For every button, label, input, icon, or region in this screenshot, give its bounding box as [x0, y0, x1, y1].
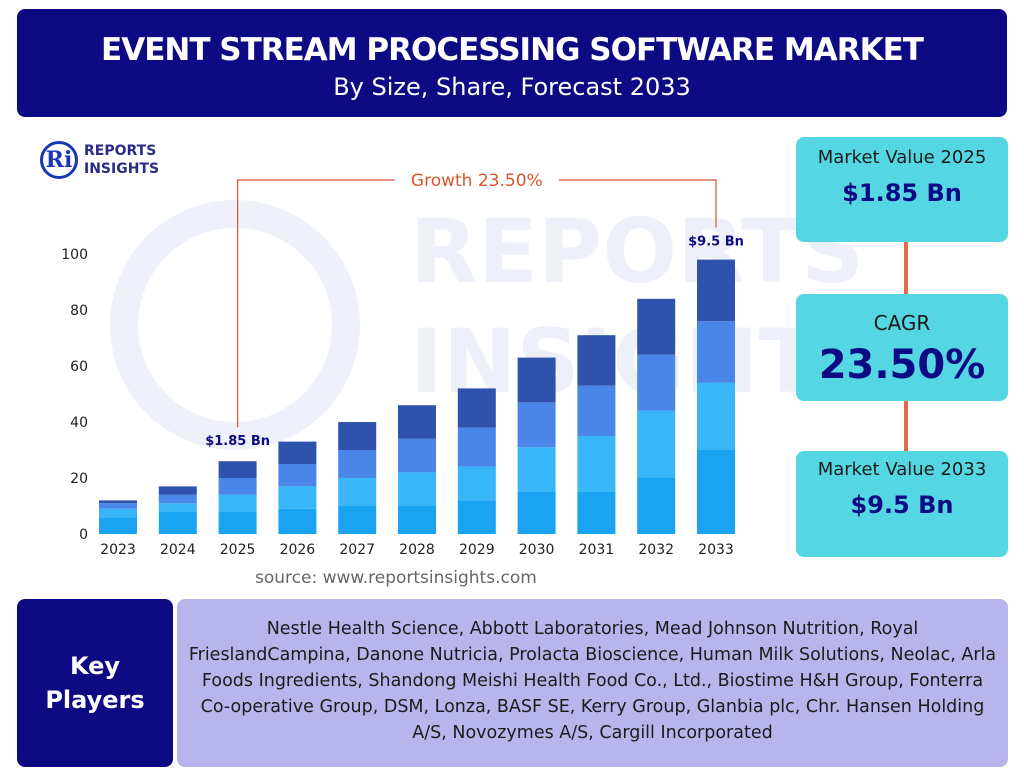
bar-segment [218, 461, 257, 478]
bar-segment [697, 321, 735, 383]
y-tick-label: 40 [70, 415, 88, 431]
bar-segment [278, 441, 317, 464]
bar-segment [338, 422, 377, 450]
bar-segment [158, 486, 197, 495]
bar-segment [457, 500, 496, 534]
bar-segment [517, 357, 556, 403]
bar-segment [697, 259, 735, 322]
x-tick-label: 2023 [100, 542, 136, 558]
x-tick-label: 2024 [160, 542, 196, 558]
bar-segment [338, 478, 377, 506]
title-banner: EVENT STREAM PROCESSING SOFTWARE MARKET … [17, 9, 1007, 117]
card-value: $9.5 Bn [850, 491, 954, 519]
y-tick-label: 60 [70, 359, 88, 375]
start-value-label: $1.85 Bn [205, 434, 270, 449]
key-players-heading-text: Key Players [45, 652, 145, 714]
bar-segment [158, 511, 197, 534]
bar-segment [398, 472, 436, 506]
bar-segment [457, 388, 496, 428]
card-value: $1.85 Bn [842, 179, 962, 207]
page-title: EVENT STREAM PROCESSING SOFTWARE MARKET [101, 32, 924, 68]
logo-word-2: INSIGHTS [84, 161, 160, 177]
x-tick-label: 2028 [399, 542, 435, 558]
bar-segment [338, 450, 377, 478]
bar-segment [398, 438, 436, 473]
logo-word-1: REPORTS [84, 143, 157, 159]
bar-segment [278, 508, 317, 534]
bar-segment [457, 427, 496, 467]
market-value-2033-card: Market Value 2033 $9.5 Bn [796, 451, 1008, 557]
bar-segment [637, 354, 676, 411]
bar-segment [637, 298, 676, 355]
bar-segment [218, 511, 257, 534]
y-tick-label: 100 [61, 247, 88, 263]
bar-segment [158, 494, 197, 504]
bar-segment [697, 450, 735, 534]
logo-mark-icon: Ri [40, 141, 78, 179]
cagr-card: CAGR 23.50% [796, 294, 1008, 401]
key-players-list: Nestle Health Science, Abbott Laboratori… [177, 599, 1008, 767]
bar-segment [158, 503, 197, 512]
bar-segment [278, 464, 317, 487]
x-tick-label: 2031 [579, 542, 615, 558]
bar-segment [99, 500, 137, 504]
bar-segment [218, 494, 257, 512]
bar-segment [577, 385, 616, 436]
bar-segment [517, 447, 556, 492]
key-players-heading: Key Players [17, 599, 173, 767]
bar-segment [517, 492, 556, 534]
x-tick-label: 2026 [280, 542, 316, 558]
bar-segment [218, 478, 257, 495]
y-tick-label: 20 [70, 471, 88, 487]
bar-segment [577, 436, 616, 492]
x-tick-label: 2032 [638, 542, 674, 558]
bar-segment [278, 486, 317, 509]
market-bar-chart: 0 20 40 60 80 100 2023 2024 2025 2026 2027 2028 2029… [61, 171, 744, 558]
bar-segment [338, 506, 377, 534]
x-tick-label: 2030 [519, 542, 555, 558]
bar-segment [398, 506, 436, 534]
bar-segment [398, 405, 436, 439]
bar-segment [637, 410, 676, 478]
y-tick-label: 80 [70, 303, 88, 319]
card-label: Market Value 2033 [817, 459, 987, 480]
x-tick-label: 2025 [220, 542, 256, 558]
market-value-2025-card: Market Value 2025 $1.85 Bn [796, 137, 1008, 242]
bar-segment [697, 382, 735, 450]
bar-segment [577, 335, 616, 386]
bar-segment [637, 478, 676, 534]
page-subtitle: By Size, Share, Forecast 2033 [333, 73, 691, 101]
growth-bracket-right [558, 179, 717, 228]
bar-segment [577, 492, 616, 534]
card-label: CAGR [873, 311, 931, 335]
bar-segment [99, 517, 137, 534]
growth-label: Growth 23.50% [411, 171, 543, 191]
connector-line [904, 401, 908, 451]
connector-line [904, 242, 908, 294]
end-value-label: $9.5 Bn [688, 235, 744, 250]
card-value: 23.50% [818, 342, 986, 388]
y-tick-label: 0 [79, 527, 88, 543]
x-tick-label: 2029 [459, 542, 495, 558]
bar-segment [99, 508, 137, 518]
x-tick-label: 2033 [698, 542, 734, 558]
x-tick-label: 2027 [339, 542, 375, 558]
growth-bracket-left [237, 179, 395, 428]
card-label: Market Value 2025 [817, 147, 987, 168]
bar-segment [517, 402, 556, 448]
source-note: source: www.reportsinsights.com [255, 568, 537, 588]
bar-segment [457, 466, 496, 501]
bar-segment [99, 503, 137, 509]
